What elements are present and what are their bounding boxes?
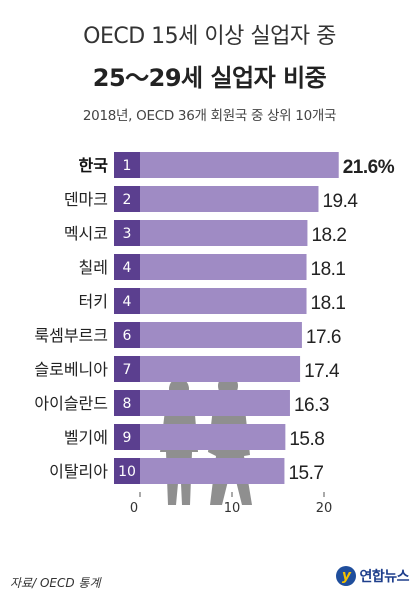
yonhap-logo-icon: y — [336, 566, 357, 586]
rank-box — [114, 254, 140, 280]
rank-label: 2 — [123, 192, 132, 208]
category-label: 칠레 — [79, 258, 108, 277]
value-label: 21.6% — [343, 157, 395, 178]
category-label: 룩셈부르크 — [34, 326, 108, 345]
rank-label: 7 — [123, 362, 132, 378]
value-label: 18.2 — [311, 225, 346, 246]
category-label: 아이슬란드 — [34, 394, 108, 413]
bar — [140, 322, 302, 348]
rank-box — [114, 152, 140, 178]
rank-label: 10 — [118, 464, 136, 480]
rank-box — [114, 356, 140, 382]
rank-label: 9 — [123, 430, 132, 446]
rank-box — [114, 458, 140, 484]
category-label: 슬로베니아 — [34, 360, 108, 379]
rank-box — [114, 220, 140, 246]
value-label: 18.1 — [311, 293, 346, 314]
rank-label: 4 — [123, 294, 132, 310]
rank-box — [114, 186, 140, 212]
chart-title-line1: OECD 15세 이상 실업자 중 — [83, 24, 336, 49]
x-tick-label: 20 — [316, 501, 333, 516]
category-label: 벨기에 — [64, 428, 108, 447]
value-label: 15.7 — [288, 463, 323, 484]
value-label: 17.4 — [304, 361, 340, 382]
bar — [140, 152, 339, 178]
bar — [140, 424, 286, 450]
rank-box — [114, 288, 140, 314]
bar — [140, 356, 301, 382]
rank-box — [114, 424, 140, 450]
value-label: 15.8 — [289, 429, 324, 450]
bar — [140, 220, 308, 246]
rank-label: 4 — [123, 260, 132, 276]
x-tick-label: 10 — [224, 501, 241, 516]
bar — [140, 390, 290, 416]
category-label: 터키 — [79, 292, 108, 311]
rank-box — [114, 390, 140, 416]
chart-title-line2: 25～29세 실업자 비중 — [92, 64, 327, 92]
value-label: 16.3 — [294, 395, 329, 416]
x-tick-label: 0 — [130, 501, 138, 516]
rank-label: 6 — [123, 328, 132, 344]
bar — [140, 458, 285, 484]
yonhap-logo: y 연합뉴스 — [336, 566, 409, 586]
rank-box — [114, 322, 140, 348]
category-label: 멕시코 — [64, 224, 108, 243]
category-label: 이탈리아 — [49, 462, 108, 481]
rank-label: 1 — [123, 158, 132, 174]
category-label: 덴마크 — [64, 190, 108, 209]
value-label: 19.4 — [322, 191, 358, 212]
value-label: 17.6 — [306, 327, 341, 348]
logo-text: 연합뉴스 — [359, 569, 409, 585]
source-note: 자료/ OECD 통계 — [10, 576, 101, 590]
rank-label: 3 — [123, 226, 132, 242]
chart-subtitle: 2018년, OECD 36개 회원국 중 상위 10개국 — [82, 108, 337, 124]
bar — [140, 186, 319, 212]
value-label: 18.1 — [311, 259, 346, 280]
bar — [140, 254, 307, 280]
bar — [140, 288, 307, 314]
category-label: 한국 — [79, 156, 109, 175]
rank-label: 8 — [123, 396, 132, 412]
